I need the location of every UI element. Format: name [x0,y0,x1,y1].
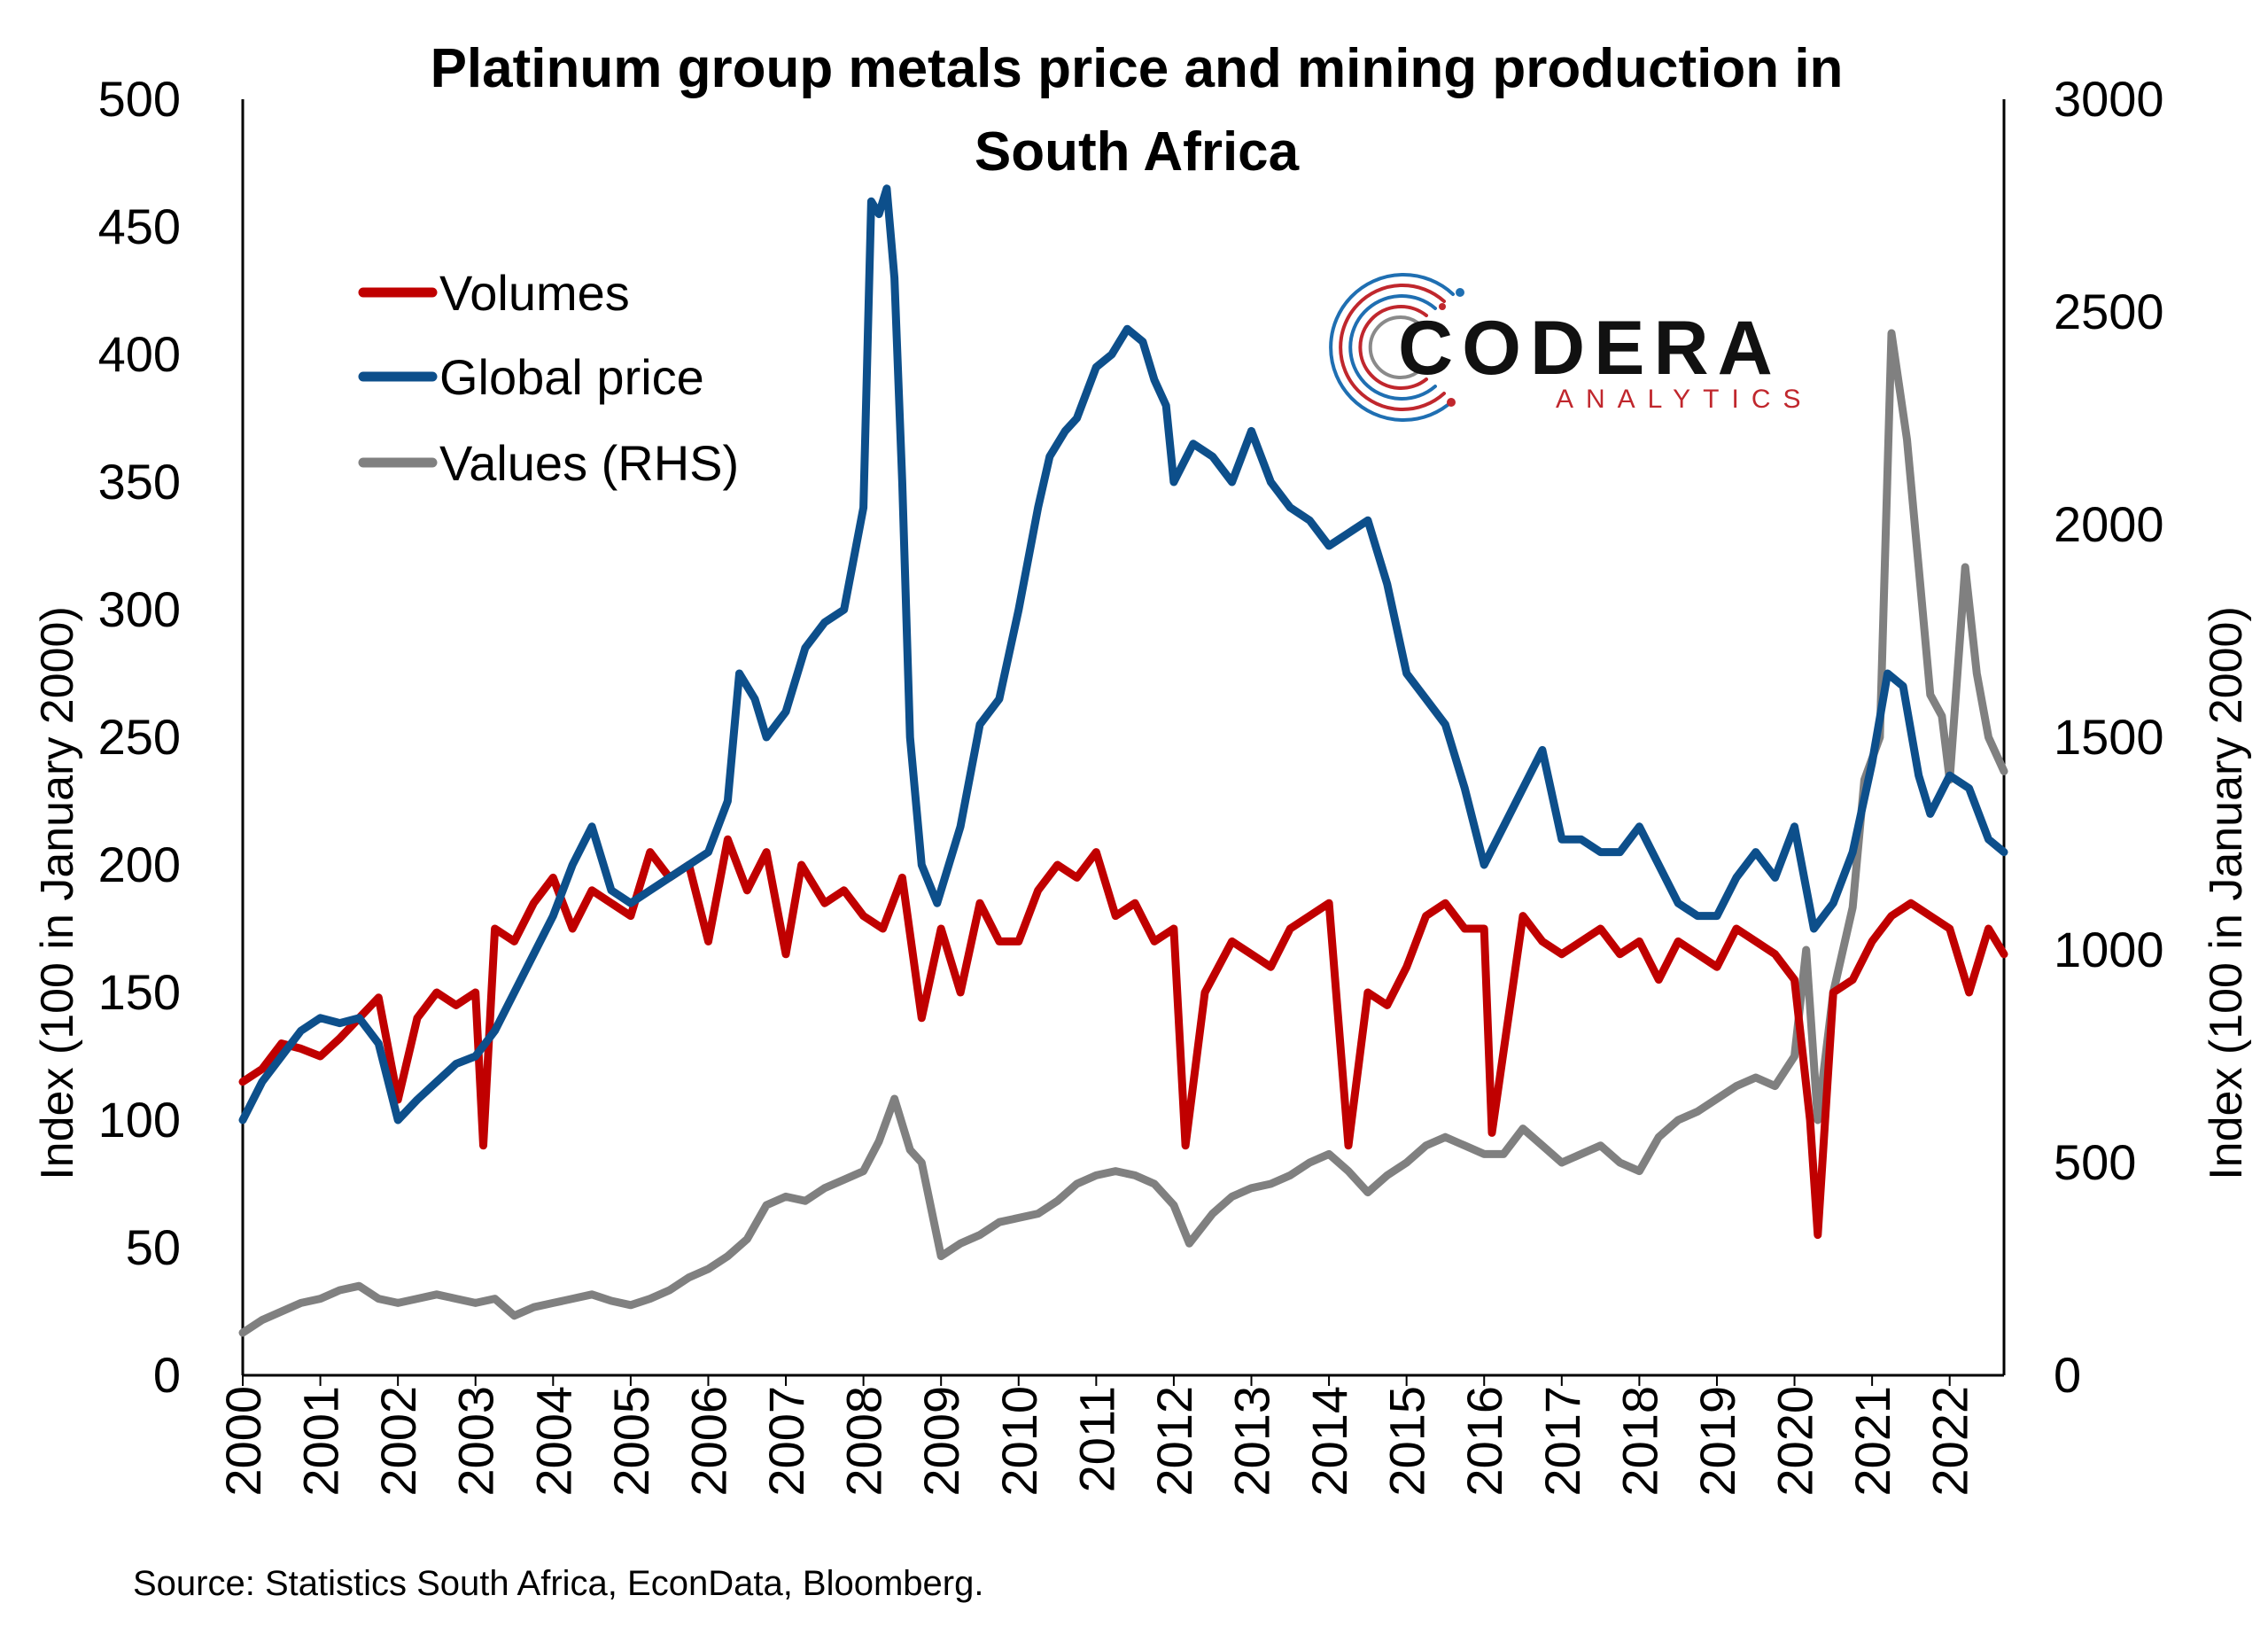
legend-label-volumes: Volumes [439,265,630,321]
x-tick-label: 2012 [1146,1386,1202,1497]
chart-title-line-2: South Africa [975,121,1300,183]
x-tick-label: 2007 [758,1386,814,1497]
chart-title-line-1: Platinum group metals price and mining p… [431,38,1844,99]
legend-label-values: Values (RHS) [439,435,739,491]
x-tick-label: 2018 [1612,1386,1667,1497]
series-line-values [238,329,2008,1337]
axes [241,99,2006,1377]
y-left-tick-label: 250 [98,709,181,765]
y-left-tick-label: 350 [98,454,181,510]
x-tick-label: 2014 [1301,1386,1357,1497]
x-tick-label: 2004 [525,1386,581,1497]
y-left-tick-label: 300 [98,581,181,637]
x-tick-label: 2017 [1534,1386,1590,1497]
x-tick-label: 2022 [1922,1386,1978,1497]
x-tick-label: 2011 [1068,1386,1124,1492]
y-right-tick-label: 1000 [2054,922,2164,977]
y-right-tick-label: 2000 [2054,496,2164,552]
x-tick-label: 2006 [680,1386,736,1497]
x-tick-label: 2003 [448,1386,504,1497]
x-tick-label: 2000 [215,1386,271,1497]
codera-logo-wordmark: CODERA [1398,306,1782,391]
y-axis-left-label: Index (100 in January 2000) [32,606,83,1180]
series-line-volumes [238,835,2008,1240]
y-left-tick-label: 500 [98,71,181,127]
legend: Volumes Global price Values (RHS) [358,265,739,491]
y-axis-right-label: Index (100 in January 2000) [2201,606,2252,1180]
y-right-tick-label: 2500 [2054,284,2164,339]
x-tick-label: 2016 [1456,1386,1512,1497]
y-left-tick-label: 150 [98,964,181,1020]
codera-logo-mark [1329,273,1464,422]
codera-logo: CODERA ANALYTICS [1329,273,1814,422]
x-tick-label: 2002 [370,1386,426,1497]
y-left-tick-label: 450 [98,198,181,254]
y-left-tick-label: 100 [98,1092,181,1148]
x-tick-label: 2008 [836,1386,892,1497]
legend-label-global-price: Global price [439,349,704,405]
y-right-tick-label: 3000 [2054,71,2164,127]
x-tick-label: 2019 [1689,1386,1745,1497]
x-tick-label: 2013 [1224,1386,1280,1497]
x-tick-label: 2001 [293,1386,349,1497]
y-axis-left-ticks: 0 50 100 150 200 250 300 350 400 450 500 [98,71,181,1403]
x-tick-label: 2015 [1379,1386,1435,1497]
x-tick-label: 2009 [913,1386,969,1497]
x-tick-label: 2010 [991,1386,1047,1497]
series-lines [238,184,2008,1337]
y-left-tick-label: 50 [126,1219,181,1275]
y-right-tick-label: 500 [2054,1134,2136,1190]
x-tick-label: 2021 [1845,1386,1900,1497]
y-right-tick-label: 1500 [2054,709,2164,765]
codera-logo-subtitle: ANALYTICS [1556,385,1814,414]
y-left-tick-label: 400 [98,326,181,382]
y-axis-right-ticks: 0 500 1000 1500 2000 2500 3000 [2054,71,2164,1403]
series-line-global-price [238,184,2008,1124]
x-axis-ticks: 2000 2001 2002 2003 2004 2005 2006 2007 2008 2009… [215,1375,1978,1497]
x-tick-label: 2005 [603,1386,659,1497]
y-right-tick-label: 0 [2054,1347,2081,1403]
source-note: Source: Statistics South Africa, EconDat… [133,1564,983,1603]
y-left-tick-label: 200 [98,837,181,892]
y-left-tick-label: 0 [153,1347,181,1403]
x-tick-label: 2020 [1767,1386,1823,1497]
